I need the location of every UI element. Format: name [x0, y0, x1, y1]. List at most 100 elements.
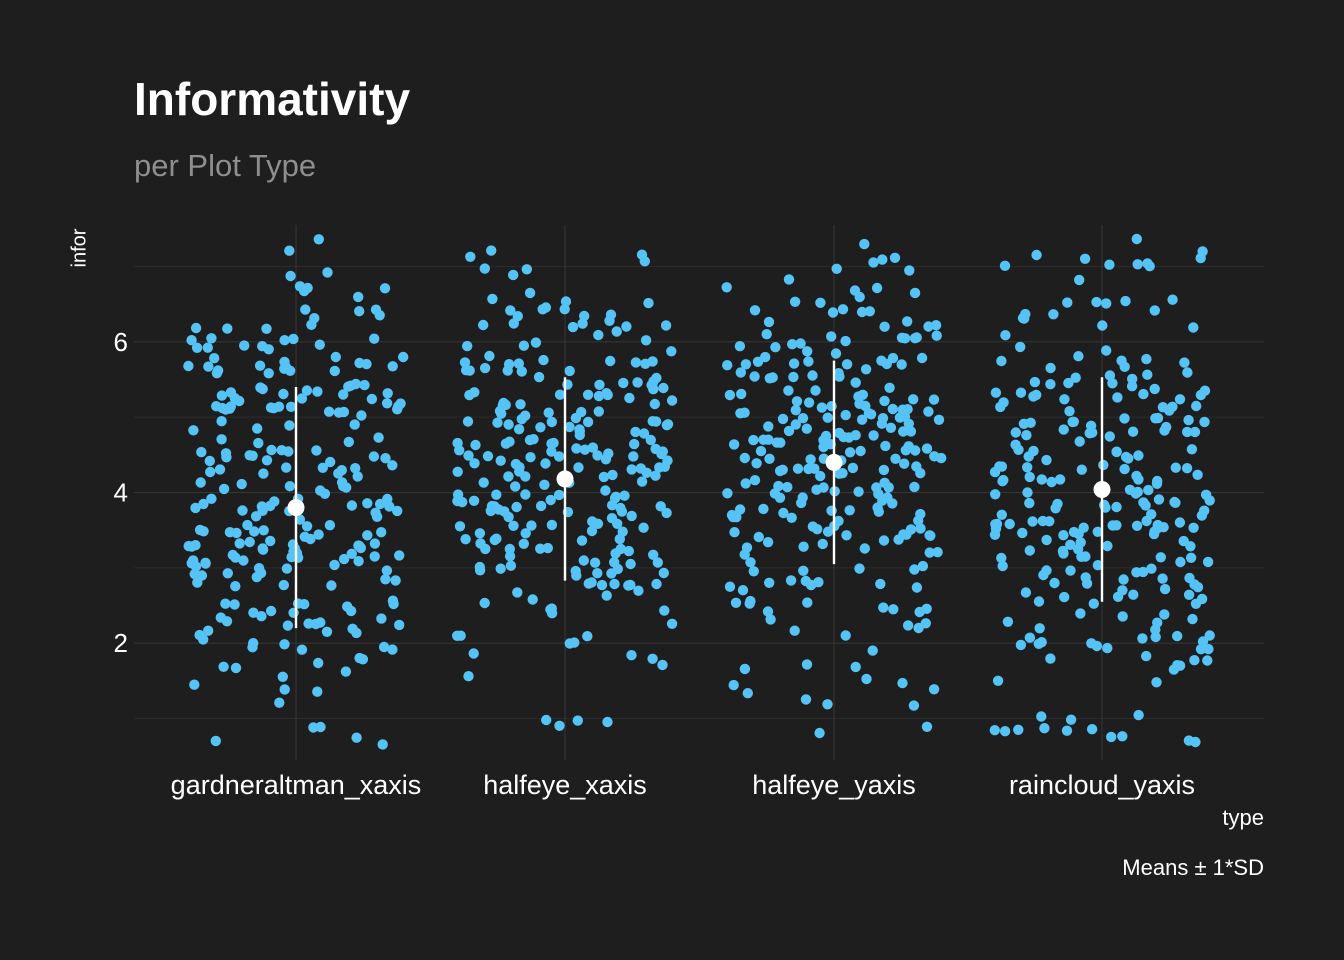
data-point	[535, 543, 546, 554]
data-point	[931, 330, 942, 341]
data-point	[265, 535, 276, 547]
data-point	[1015, 341, 1026, 353]
data-point	[564, 365, 575, 377]
data-point	[651, 372, 662, 384]
data-point	[463, 450, 474, 461]
data-point	[936, 452, 947, 464]
data-point	[1075, 608, 1086, 619]
data-point	[361, 358, 372, 370]
data-point	[511, 501, 522, 513]
data-point	[900, 445, 911, 456]
data-point	[292, 552, 304, 563]
data-point	[285, 401, 297, 412]
data-point	[495, 455, 506, 466]
data-point	[1112, 392, 1123, 403]
data-point	[1099, 499, 1110, 511]
data-point	[638, 522, 649, 533]
data-point	[621, 321, 632, 332]
data-point	[326, 580, 337, 591]
data-point	[788, 371, 799, 383]
data-point	[338, 553, 350, 565]
data-point	[773, 480, 784, 492]
data-point	[499, 506, 510, 517]
data-point	[1059, 394, 1070, 405]
data-point	[601, 590, 612, 601]
data-point	[394, 619, 405, 631]
data-point	[374, 310, 385, 321]
data-point	[777, 413, 789, 425]
data-point	[803, 463, 814, 475]
data-point	[1117, 585, 1128, 596]
data-point	[579, 444, 591, 455]
data-point	[635, 463, 646, 474]
data-point	[739, 452, 750, 464]
data-point	[998, 397, 1009, 408]
data-point	[553, 451, 565, 462]
data-point	[1086, 724, 1098, 735]
data-point	[222, 568, 233, 579]
data-point	[989, 466, 1001, 478]
data-point	[392, 505, 403, 517]
data-point	[788, 358, 800, 369]
data-point	[904, 265, 915, 276]
data-point	[1107, 378, 1118, 389]
data-point	[1159, 583, 1171, 595]
data-point	[915, 468, 926, 479]
data-point	[600, 485, 611, 496]
data-point	[1104, 431, 1116, 442]
data-point	[1181, 463, 1193, 474]
chart-title: Informativity	[134, 73, 411, 125]
data-point	[538, 354, 549, 366]
data-point	[203, 361, 214, 372]
data-point	[1118, 574, 1129, 585]
data-point	[554, 389, 566, 400]
data-point	[319, 488, 331, 499]
data-point	[366, 393, 378, 405]
x-tick-label: halfeye_xaxis	[483, 770, 647, 800]
data-point	[791, 396, 803, 407]
data-point	[312, 686, 323, 697]
data-point	[346, 500, 358, 511]
data-point	[1127, 426, 1139, 437]
data-point	[896, 359, 907, 370]
mean-point	[825, 453, 843, 471]
data-point	[282, 620, 294, 631]
data-point	[913, 622, 924, 634]
data-point	[571, 570, 582, 581]
data-point	[508, 318, 519, 329]
data-point	[486, 245, 497, 256]
data-point	[353, 540, 364, 551]
data-point	[758, 434, 769, 445]
data-point	[204, 455, 215, 467]
data-point	[818, 441, 829, 453]
data-point	[1144, 261, 1155, 272]
data-point	[1080, 572, 1091, 583]
data-point	[482, 451, 494, 462]
data-point	[210, 735, 221, 747]
data-point	[265, 605, 277, 617]
data-point	[857, 389, 868, 400]
data-point	[1091, 640, 1103, 652]
data-point	[1169, 496, 1180, 508]
data-point	[751, 458, 762, 469]
data-point	[797, 492, 808, 503]
data-point	[469, 458, 480, 469]
data-point	[764, 373, 775, 384]
data-point	[623, 580, 634, 591]
data-point	[209, 353, 220, 364]
data-point	[844, 505, 855, 516]
data-point	[535, 422, 546, 433]
data-point	[651, 578, 662, 590]
data-point	[789, 625, 800, 636]
data-point	[787, 339, 798, 350]
data-point	[1027, 516, 1038, 527]
data-point	[625, 558, 636, 570]
data-point	[1117, 611, 1128, 622]
data-point	[628, 451, 639, 462]
data-point	[878, 464, 890, 476]
data-point	[636, 249, 648, 260]
data-point	[311, 445, 322, 456]
data-point	[288, 607, 299, 618]
data-point	[632, 377, 643, 388]
data-point	[486, 500, 498, 512]
